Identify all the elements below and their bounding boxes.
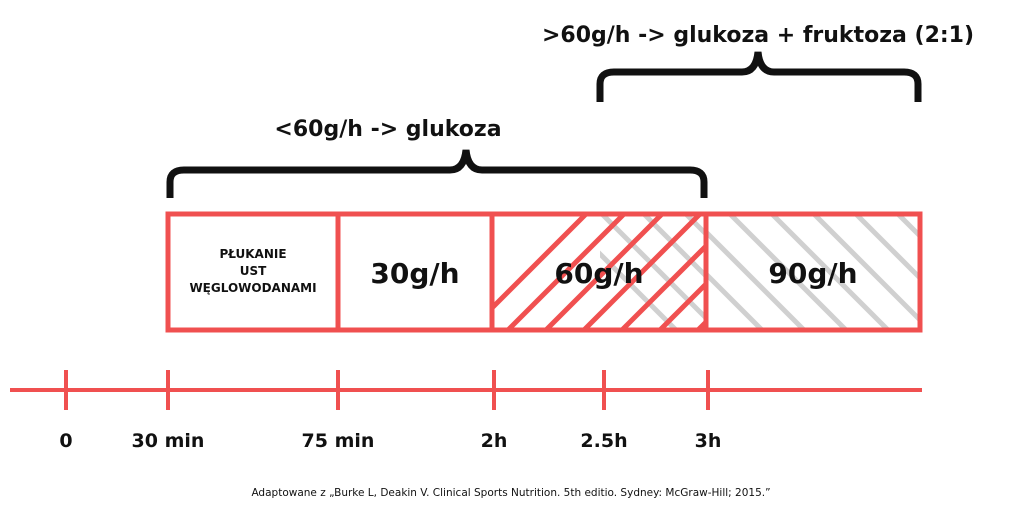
timeline-label: 30 min xyxy=(132,430,205,452)
hatch-line xyxy=(600,214,706,322)
box-30gh: 30g/h xyxy=(370,257,459,290)
gray-hatch-90 xyxy=(706,214,920,330)
hatch-line xyxy=(658,280,706,330)
phase-bar-outline xyxy=(165,211,923,333)
box-mouth-rinse: PŁUKANIE UST WĘGLOWODANAMI xyxy=(189,247,316,295)
timeline-label: 2h xyxy=(481,430,508,452)
red-hatch-60 xyxy=(492,214,706,330)
hatch-line xyxy=(812,214,920,324)
hatch-line xyxy=(600,250,678,330)
top-range-brace xyxy=(596,51,922,102)
hatch-line xyxy=(896,214,920,240)
timeline-label: 2.5h xyxy=(580,430,627,452)
timeline-label: 0 xyxy=(59,430,72,452)
hatch-line xyxy=(854,214,920,282)
box-line: PŁUKANIE xyxy=(219,247,286,261)
hatch-line xyxy=(506,214,626,330)
hatch-line xyxy=(642,214,706,280)
hatch-line xyxy=(706,270,764,330)
hatch-line xyxy=(492,214,588,312)
citation: Adaptowane z „Burke L, Deakin V. Clinica… xyxy=(251,487,770,499)
top-range-label: >60g/h -> glukoza + fruktoza (2:1) xyxy=(542,23,974,48)
timeline-label: 3h xyxy=(695,430,722,452)
hatch-line xyxy=(544,214,664,330)
lower-range-label: <60g/h -> glukoza xyxy=(274,117,501,142)
timeline-label: 75 min xyxy=(302,430,375,452)
hatch-line xyxy=(582,214,702,330)
hatch-line xyxy=(770,214,890,330)
lower-range-brace xyxy=(166,149,708,198)
hatch-line xyxy=(620,242,706,330)
box-60gh: 60g/h xyxy=(554,257,643,290)
box-90gh: 90g/h xyxy=(768,257,857,290)
box-line: WĘGLOWODANAMI xyxy=(189,281,316,295)
box-line: UST xyxy=(240,264,267,278)
hatch-line xyxy=(728,214,848,330)
